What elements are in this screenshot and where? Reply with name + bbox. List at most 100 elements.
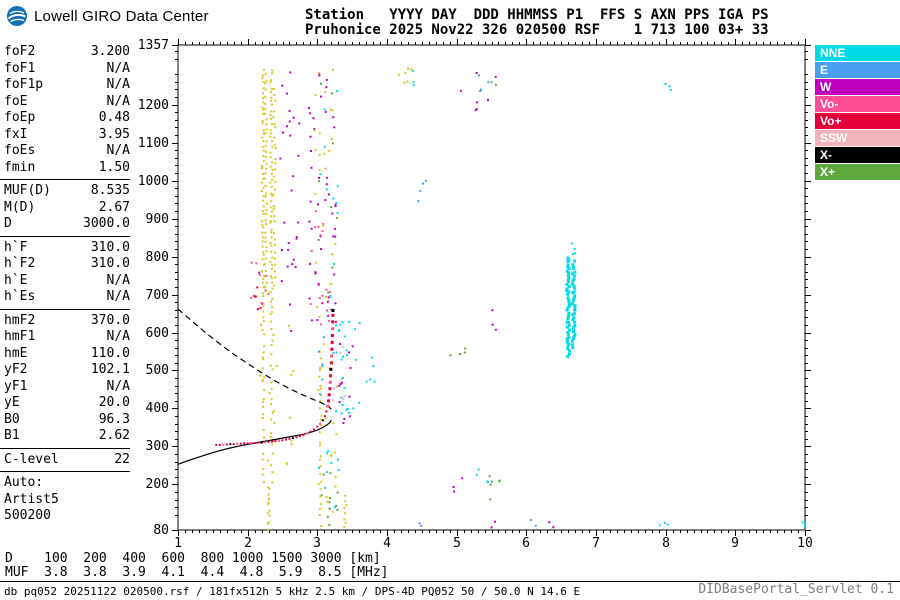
svg-text:1: 1 (174, 536, 182, 551)
param-label: foF1 (4, 60, 36, 76)
svg-text:500: 500 (146, 363, 169, 378)
param-value: 0.48 (98, 110, 130, 125)
param-row-foes: foEs N/A (4, 143, 130, 160)
station-header-labels: Station YYYY DAY DDD HHMMSS P1 FFS S AXN… (305, 7, 769, 23)
param-label: h`E (4, 272, 28, 288)
station-header: Station YYYY DAY DDD HHMMSS P1 FFS S AXN… (305, 8, 769, 38)
param-row-fof2: foF2 3.200 (4, 44, 130, 61)
param-label: B0 (4, 411, 20, 427)
footer-divider (0, 581, 900, 582)
svg-text:1200: 1200 (138, 98, 169, 113)
lowell-giro-logo-icon (7, 6, 27, 26)
auto-info-line: 500200 (4, 508, 51, 523)
legend-item-e: E (815, 62, 900, 78)
svg-text:400: 400 (146, 401, 169, 416)
param-label: MUF(D) (4, 183, 51, 198)
param-value: N/A (106, 60, 130, 76)
svg-text:4: 4 (383, 536, 391, 551)
param-label: foEp (4, 110, 36, 125)
param-label: yE (4, 395, 20, 410)
param-row-h-f: h`F 310.0 (4, 240, 130, 257)
param-value: 8.535 (90, 183, 130, 198)
param-label: fxI (4, 126, 28, 142)
param-row-fof1: foF1 N/A (4, 61, 130, 78)
param-row-fmin: fmin 1.50 (4, 160, 130, 177)
param-value: 370.0 (90, 312, 130, 328)
svg-text:600: 600 (146, 326, 169, 341)
param-value: 110.0 (90, 345, 130, 361)
param-value: 3.200 (90, 44, 130, 59)
param-row-b1: B1 2.62 (4, 428, 130, 445)
legend-item-x: X- (815, 147, 900, 163)
param-value: 102.1 (90, 362, 130, 377)
legend-item-vo: Vo- (815, 96, 900, 112)
param-label: h`F2 (4, 256, 36, 271)
param-row-b0: B0 96.3 (4, 412, 130, 429)
param-divider (0, 235, 130, 237)
param-label: B1 (4, 428, 20, 443)
legend-item-ssw: SSW (815, 130, 900, 146)
legend-item-vo: Vo+ (815, 113, 900, 129)
param-row-muf-d: MUF(D) 8.535 (4, 183, 130, 200)
param-value: 310.0 (90, 256, 130, 271)
param-label: C-level (4, 451, 59, 467)
param-label: foEs (4, 143, 36, 158)
svg-text:300: 300 (146, 439, 169, 454)
param-value: N/A (106, 289, 130, 304)
param-label: foF2 (4, 44, 36, 59)
param-divider (0, 471, 130, 472)
param-row-hme: hmE 110.0 (4, 346, 130, 363)
param-label: yF2 (4, 362, 28, 377)
param-value: N/A (106, 272, 130, 288)
param-row-hmf1: hmF1 N/A (4, 329, 130, 346)
param-label: h`Es (4, 289, 36, 304)
ionogram-plot: 8020030040050060070080090010001100120013… (138, 38, 813, 551)
param-row-c-level: C-level 22 (4, 452, 130, 469)
scatter-points (250, 67, 806, 531)
svg-text:800: 800 (146, 250, 169, 265)
param-row-fof1p: foF1p N/A (4, 77, 130, 94)
svg-text:3: 3 (313, 536, 321, 551)
param-row-d: D 3000.0 (4, 216, 130, 233)
dmuf-table: D 100 200 400 600 800 1000 1500 3000 [km… (5, 552, 389, 579)
param-value: 1.50 (98, 159, 130, 175)
profile-traces (177, 308, 335, 465)
param-row-foep: foEp 0.48 (4, 110, 130, 127)
param-label: hmE (4, 345, 28, 361)
param-row-h-f2: h`F2 310.0 (4, 256, 130, 273)
param-row-h-e: h`E N/A (4, 273, 130, 290)
param-row-ye: yE 20.0 (4, 395, 130, 412)
muf-row: MUF 3.8 3.8 3.9 4.1 4.4 4.8 5.9 8.5 [MHz… (5, 564, 389, 580)
param-value: 310.0 (90, 239, 130, 255)
svg-text:2: 2 (244, 536, 252, 551)
param-value: N/A (106, 143, 130, 158)
servlet-version: DIDBasePortal_Servlet 0.1 (698, 582, 894, 597)
svg-text:1100: 1100 (138, 136, 169, 151)
svg-text:900: 900 (146, 212, 169, 227)
param-value: 96.3 (98, 411, 130, 427)
station-header-values: Pruhonice 2025 Nov22 326 020500 RSF 1 71… (305, 22, 769, 38)
param-row-m-d: M(D) 2.67 (4, 200, 130, 217)
param-row-foe: foE N/A (4, 94, 130, 111)
auto-info-line: Artist5 (4, 491, 59, 507)
brand-title: Lowell GIRO Data Center (34, 7, 209, 25)
param-value: N/A (106, 378, 130, 394)
brand: Lowell GIRO Data Center (6, 5, 209, 27)
param-row-yf1: yF1 N/A (4, 379, 130, 396)
param-row-yf2: yF2 102.1 (4, 362, 130, 379)
svg-text:6: 6 (522, 536, 530, 551)
svg-text:80: 80 (153, 523, 169, 538)
svg-text:1000: 1000 (138, 174, 169, 189)
svg-text:200: 200 (146, 477, 169, 492)
param-divider (0, 308, 130, 310)
param-label: h`F (4, 239, 28, 255)
svg-text:9: 9 (731, 536, 739, 551)
file-info: db pq052 20251122 020500.rsf / 181fx512h… (4, 585, 581, 598)
param-label: fmin (4, 159, 36, 175)
d-row: D 100 200 400 600 800 1000 1500 3000 [km… (5, 551, 381, 566)
auto-info-line: Auto: (4, 475, 44, 490)
parameter-panel: foF2 3.200 foF1 N/A foF1p N/A foE N/A foEp 0.48 fx… (0, 44, 130, 525)
param-row-hmf2: hmF2 370.0 (4, 313, 130, 330)
param-label: hmF2 (4, 312, 36, 328)
